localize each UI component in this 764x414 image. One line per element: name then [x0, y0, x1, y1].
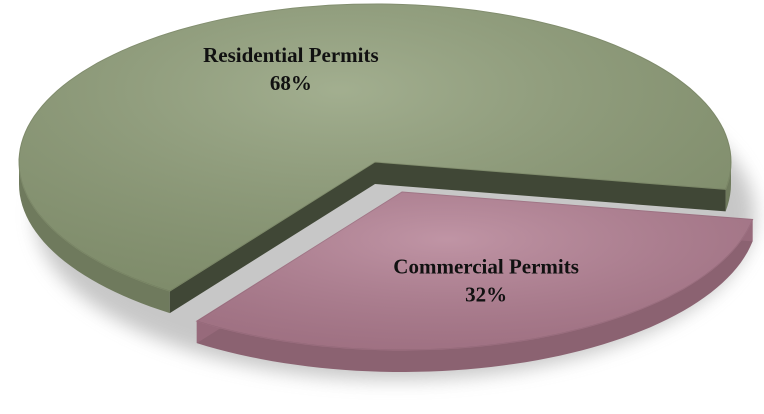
- slice-value-label: 32%: [465, 282, 507, 306]
- slice-cut: [375, 162, 726, 212]
- slice-side: [196, 219, 753, 372]
- slice-shine: [19, 4, 731, 292]
- slice-cut: [169, 162, 375, 314]
- slice-shine: [196, 192, 753, 350]
- slice-label: Residential Permits: [203, 43, 379, 67]
- pie: [18, 3, 754, 372]
- slice-side: [725, 162, 731, 212]
- slice-value-label: 68%: [270, 71, 312, 95]
- slice-side: [19, 162, 170, 314]
- slice-label: Commercial Permits: [393, 254, 579, 278]
